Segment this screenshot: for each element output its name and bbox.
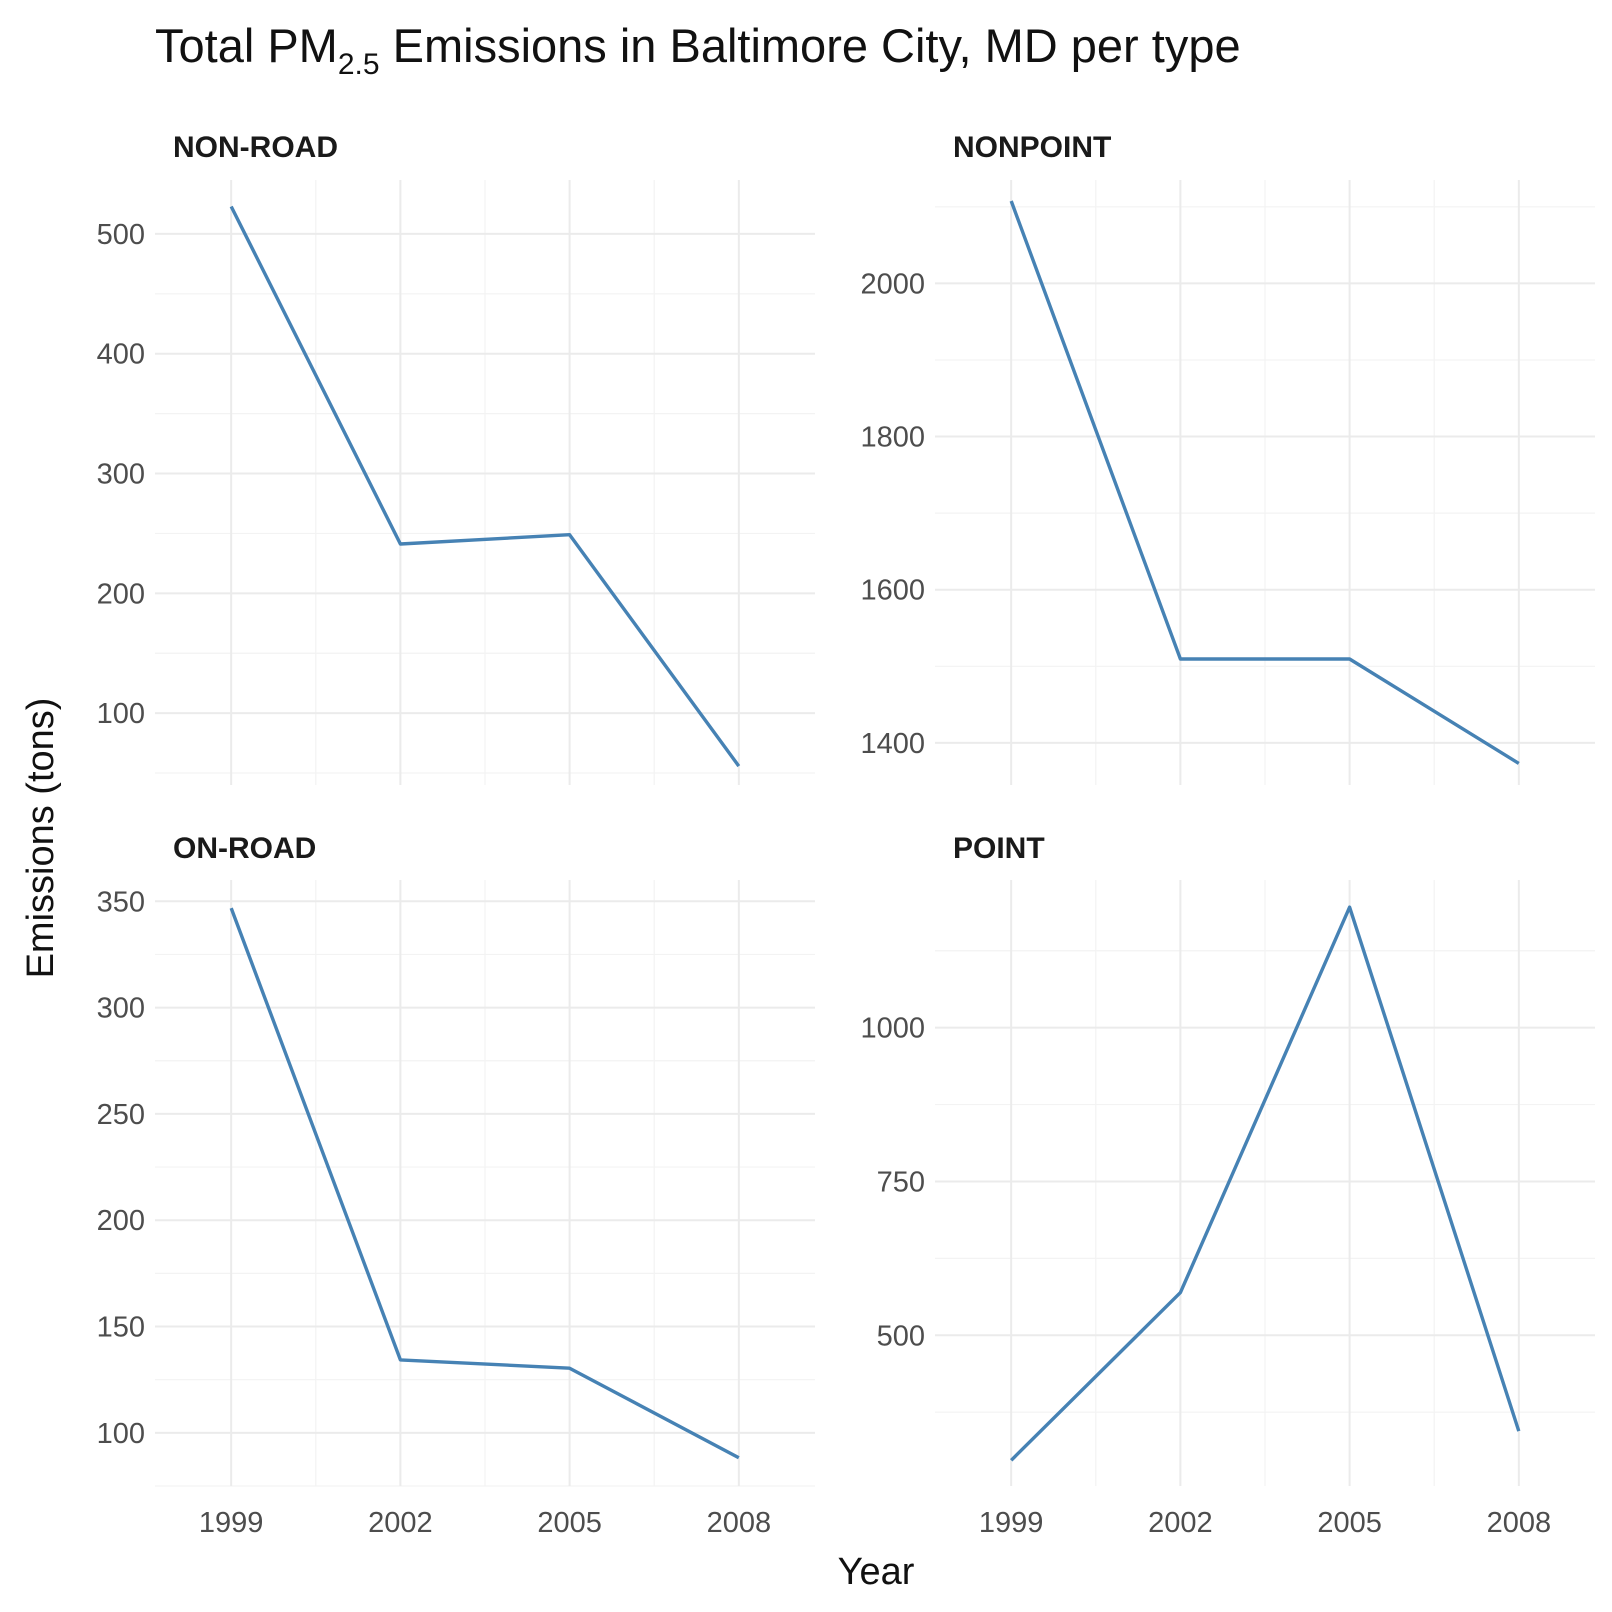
panel-on-road: 100 150 200 250 300 350 ON-ROAD 1999 2002 2005 200… — [97, 832, 815, 1539]
facet-label: NON-ROAD — [173, 131, 338, 164]
y-tick-label: 300 — [97, 459, 145, 491]
facet-panels: 100 200 300 400 500 NON-ROAD 1400 1600 1800 2000 N… — [97, 131, 1595, 1539]
y-tick-label: 100 — [97, 698, 145, 730]
facet-label: NONPOINT — [953, 131, 1111, 164]
x-tick-label: 1999 — [199, 1507, 264, 1539]
y-tick-label: 750 — [877, 1166, 925, 1198]
x-tick-label: 2005 — [1317, 1507, 1382, 1539]
y-tick-label: 100 — [97, 1418, 145, 1450]
panel-point: 500 750 1000 POINT 1999 2002 2005 2008 — [860, 832, 1595, 1539]
series-line-point — [1010, 905, 1521, 1462]
y-tick-label: 1600 — [860, 575, 925, 607]
x-tick-label: 2002 — [1148, 1507, 1213, 1539]
x-axis-title: Year — [838, 1551, 915, 1593]
x-tick-label: 2005 — [537, 1507, 602, 1539]
y-tick-label: 200 — [97, 578, 145, 610]
y-tick-label: 1400 — [860, 728, 925, 760]
chart-title-suffix: Emissions in Baltimore City, MD per type — [380, 19, 1241, 72]
facet-label: POINT — [953, 832, 1045, 865]
x-tick-label: 2008 — [1487, 1507, 1552, 1539]
y-axis-title: Emissions (tons) — [20, 698, 62, 979]
chart-title: Total PM2.5 Emissions in Baltimore City,… — [155, 19, 1241, 81]
y-tick-label: 1000 — [860, 1013, 925, 1045]
x-tick-label: 1999 — [979, 1507, 1044, 1539]
series-line-non-road — [229, 205, 741, 768]
x-tick-label: 2002 — [368, 1507, 433, 1539]
y-tick-label: 500 — [97, 219, 145, 251]
panel-nonpoint: 1400 1600 1800 2000 NONPOINT — [860, 131, 1595, 785]
y-tick-label: 2000 — [860, 268, 925, 300]
panel-non-road: 100 200 300 400 500 NON-ROAD — [97, 131, 815, 785]
y-tick-label: 400 — [97, 339, 145, 371]
series-line-on-road — [229, 907, 740, 1460]
y-tick-label: 200 — [97, 1205, 145, 1237]
chart-title-prefix: Total PM — [155, 19, 338, 72]
y-tick-label: 1800 — [860, 422, 925, 454]
y-tick-label: 500 — [877, 1320, 925, 1352]
facet-label: ON-ROAD — [173, 832, 316, 865]
y-tick-label: 300 — [97, 993, 145, 1025]
x-tick-label: 2008 — [707, 1507, 772, 1539]
y-tick-label: 350 — [97, 886, 145, 918]
y-tick-label: 250 — [97, 1099, 145, 1131]
series-line-nonpoint — [1009, 200, 1520, 765]
y-tick-label: 150 — [97, 1312, 145, 1344]
chart-title-subscript: 2.5 — [338, 48, 380, 81]
